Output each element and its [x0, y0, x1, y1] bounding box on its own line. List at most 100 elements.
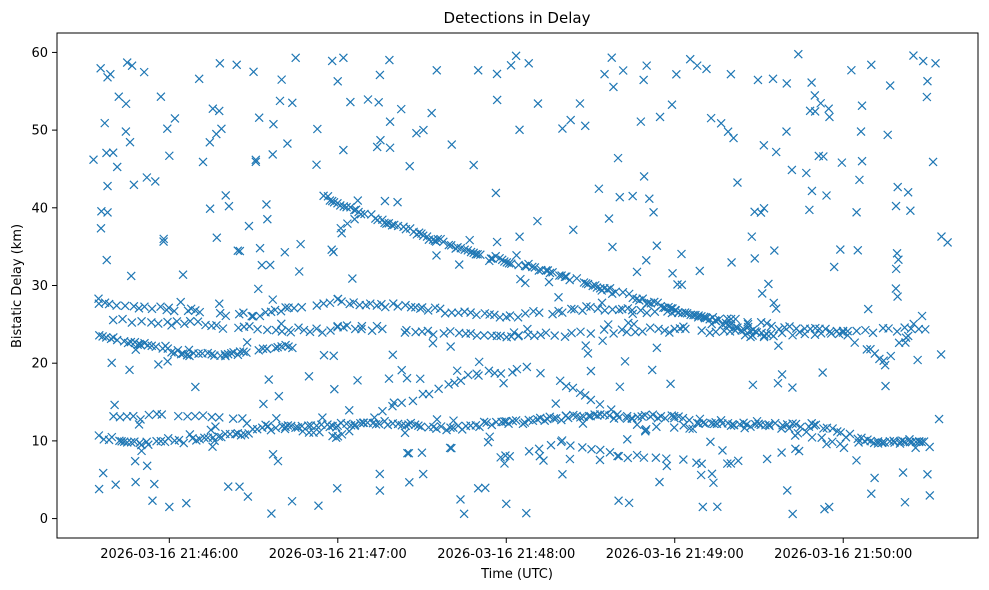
data-point-marker — [686, 310, 696, 320]
data-point-marker — [645, 323, 655, 333]
data-point-marker — [608, 305, 617, 314]
data-point-marker — [726, 69, 736, 79]
data-point-marker — [357, 321, 367, 331]
data-point-marker — [905, 206, 915, 216]
data-point-marker — [557, 308, 567, 318]
data-point-marker — [898, 468, 908, 478]
data-point-marker — [445, 326, 455, 336]
data-point-marker — [284, 303, 293, 313]
data-point-marker — [332, 483, 342, 493]
data-point-marker — [126, 337, 136, 347]
data-point-marker — [914, 436, 924, 446]
data-point-marker — [746, 422, 755, 432]
data-point-marker — [499, 378, 509, 388]
data-point-marker — [856, 127, 866, 137]
data-point-marker — [385, 143, 395, 153]
data-point-marker — [472, 331, 482, 341]
data-point-marker — [446, 240, 456, 250]
data-point-marker — [632, 267, 642, 277]
data-point-marker — [221, 311, 231, 321]
data-point-marker — [162, 124, 172, 134]
data-point-marker — [504, 419, 513, 429]
y-tick-label: 40 — [31, 201, 48, 216]
data-point-marker — [544, 277, 554, 287]
data-point-marker — [593, 304, 603, 314]
data-point-marker — [852, 326, 862, 336]
data-point-marker — [694, 419, 704, 429]
data-point-marker — [918, 56, 928, 66]
data-point-marker — [255, 311, 265, 321]
data-point-marker — [569, 304, 579, 314]
data-point-marker — [784, 423, 794, 433]
data-point-marker — [640, 410, 650, 420]
data-point-marker — [694, 311, 704, 321]
data-point-marker — [281, 340, 290, 350]
data-point-marker — [857, 156, 867, 166]
data-point-marker — [586, 302, 595, 312]
data-point-marker — [296, 239, 306, 249]
data-point-marker — [765, 421, 774, 431]
data-point-marker — [607, 53, 617, 63]
data-point-marker — [622, 434, 632, 444]
data-point-marker — [739, 418, 749, 428]
data-point-marker — [253, 284, 263, 294]
data-point-marker — [587, 444, 596, 454]
data-point-marker — [459, 509, 469, 519]
data-point-marker — [486, 254, 496, 263]
data-point-marker — [235, 482, 244, 492]
data-point-marker — [312, 160, 321, 170]
data-point-marker — [923, 469, 932, 479]
data-point-marker — [169, 306, 179, 316]
data-point-marker — [393, 197, 402, 207]
y-tick-label: 60 — [31, 46, 48, 61]
data-point-marker — [649, 207, 658, 217]
data-point-marker — [333, 294, 343, 304]
data-point-marker — [854, 438, 864, 447]
data-point-marker — [105, 69, 115, 79]
data-point-marker — [628, 309, 638, 319]
data-point-marker — [705, 437, 715, 447]
data-point-marker — [350, 214, 360, 224]
data-point-marker — [652, 343, 662, 353]
data-point-marker — [632, 450, 642, 460]
data-point-marker — [264, 375, 274, 384]
data-point-marker — [515, 125, 524, 135]
data-point-marker — [692, 61, 702, 71]
data-point-marker — [522, 324, 532, 334]
data-point-marker — [863, 304, 873, 314]
data-point-marker — [794, 446, 804, 456]
data-point-marker — [520, 309, 530, 318]
data-point-marker — [837, 158, 847, 168]
data-point-marker — [473, 249, 483, 259]
data-point-marker — [460, 245, 470, 255]
data-point-marker — [524, 446, 534, 456]
data-point-marker — [575, 388, 585, 398]
data-point-marker — [400, 428, 410, 438]
data-point-marker — [151, 342, 161, 352]
data-point-marker — [640, 426, 650, 436]
data-markers — [89, 49, 953, 519]
data-point-marker — [528, 306, 538, 316]
data-point-marker — [678, 413, 688, 423]
data-point-marker — [207, 412, 217, 422]
data-point-marker — [127, 318, 137, 328]
data-point-marker — [433, 234, 443, 244]
data-point-marker — [104, 299, 114, 309]
data-point-marker — [866, 489, 876, 499]
data-point-marker — [447, 140, 457, 150]
data-point-marker — [442, 425, 451, 435]
data-point-marker — [881, 381, 890, 391]
data-point-marker — [377, 324, 387, 334]
data-point-marker — [816, 98, 826, 108]
data-point-marker — [714, 314, 724, 324]
data-point-marker — [644, 194, 654, 204]
data-point-marker — [801, 168, 811, 178]
data-point-marker — [566, 304, 576, 314]
data-point-marker — [96, 206, 106, 216]
data-point-marker — [769, 331, 778, 341]
data-point-marker — [568, 225, 578, 235]
data-point-marker — [214, 299, 224, 309]
data-point-marker — [401, 300, 410, 310]
data-point-marker — [727, 257, 736, 267]
data-point-marker — [121, 127, 131, 136]
